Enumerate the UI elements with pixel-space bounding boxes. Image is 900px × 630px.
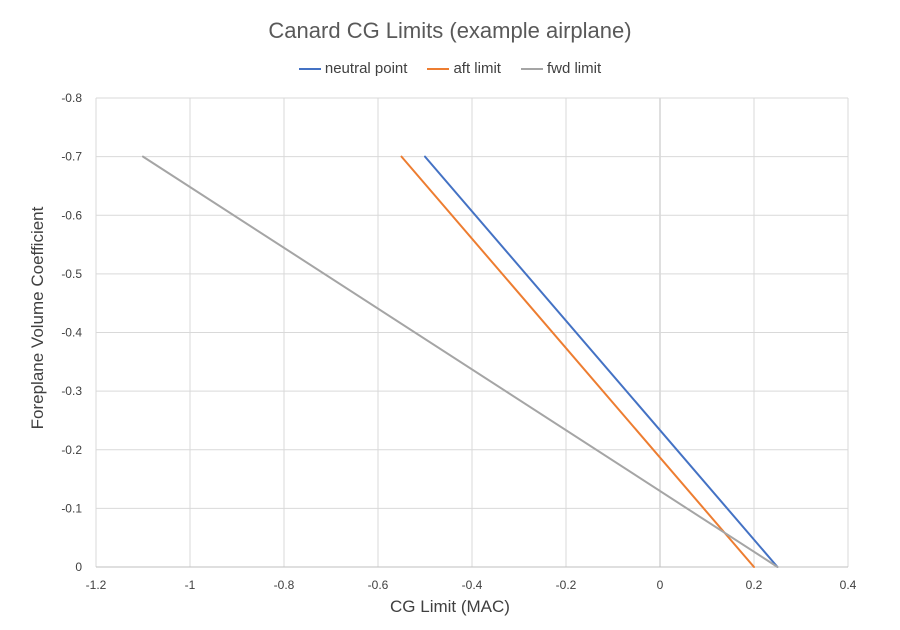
y-tick-label: -0.8: [61, 91, 82, 105]
y-axis-label: Foreplane Volume Coefficient: [28, 206, 47, 430]
x-tick-label: -0.6: [368, 578, 389, 592]
x-tick-label: -0.2: [556, 578, 577, 592]
y-tick-label: 0: [75, 560, 82, 574]
chart-title: Canard CG Limits (example airplane): [268, 18, 632, 43]
x-tick-label: -1.2: [86, 578, 107, 592]
x-axis-label: CG Limit (MAC): [390, 597, 510, 616]
legend-label-neutral-point: neutral point: [324, 60, 408, 77]
x-tick-label: -1: [185, 578, 196, 592]
x-tick-label: -0.4: [462, 578, 483, 592]
legend-label-aft-limit: aft limit: [453, 60, 501, 77]
series-line-aft-limit: [400, 155, 755, 568]
x-tick-label: 0.4: [840, 578, 857, 592]
legend-swatch-neutral-point: [298, 67, 321, 70]
legend-swatch-aft-limit: [427, 67, 450, 70]
series-line-fwd-limit: [142, 155, 779, 568]
y-tick-labels: 0 -0.1 -0.2 -0.3 -0.4 -0.5 -0.6 -0.7 -0.8: [61, 91, 82, 574]
series-line-neutral-point: [424, 155, 779, 568]
x-tick-label: 0: [657, 578, 664, 592]
y-tick-label: -0.1: [61, 501, 82, 515]
y-tick-label: -0.2: [61, 443, 82, 457]
series-lines: [142, 155, 779, 568]
horizontal-gridlines: [96, 97, 848, 568]
x-tick-label: 0.2: [746, 578, 763, 592]
y-tick-label: -0.5: [61, 267, 82, 281]
x-tick-labels: -1.2 -1 -0.8 -0.6 -0.4 -0.2 0 0.2 0.4: [86, 578, 857, 592]
legend-swatch-fwd-limit: [520, 67, 543, 70]
y-tick-label: -0.4: [61, 326, 82, 340]
x-tick-label: -0.8: [274, 578, 295, 592]
legend-label-fwd-limit: fwd limit: [546, 60, 602, 77]
y-tick-label: -0.7: [61, 150, 82, 164]
y-tick-label: -0.3: [61, 384, 82, 398]
legend-item-neutral-point: neutral point: [298, 60, 408, 77]
legend-item-fwd-limit: fwd limit: [520, 60, 602, 77]
legend-item-aft-limit: aft limit: [427, 60, 501, 77]
legend: neutral point aft limit fwd limit: [0, 60, 900, 77]
y-tick-label: -0.6: [61, 208, 82, 222]
